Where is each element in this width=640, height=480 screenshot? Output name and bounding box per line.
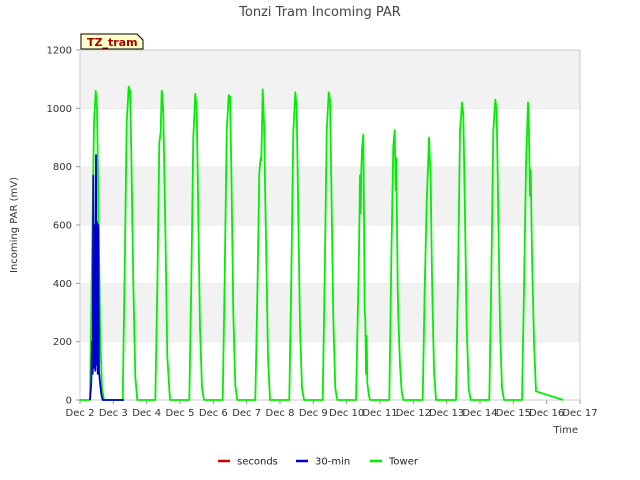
series-lines xyxy=(80,85,564,401)
series-line-30-min xyxy=(89,154,125,401)
site-tag-box xyxy=(80,33,144,50)
legend-label-30-min: 30-min xyxy=(315,457,350,468)
x-tick-label: Dec 12 xyxy=(396,408,431,419)
site-tag: TZ_tram xyxy=(80,33,144,50)
x-tick-label: Dec 15 xyxy=(496,408,531,419)
x-axis-label: Time xyxy=(553,425,578,436)
grid-band xyxy=(80,166,580,225)
y-axis-ticks: 0 200 400 600 800 1000 1200 xyxy=(47,46,80,407)
legend: seconds 30-min Tower xyxy=(218,457,419,468)
x-tick-label: Dec 14 xyxy=(462,408,497,419)
x-tick-label: Dec 4 xyxy=(132,408,161,419)
x-tick-label: Dec 5 xyxy=(166,408,195,419)
x-axis-ticks: Dec 2 Dec 3 Dec 4 Dec 5 Dec 6 Dec 7 Dec 8 Dec 9… xyxy=(66,400,598,419)
grid-band xyxy=(80,283,580,342)
y-tick-label: 200 xyxy=(53,337,72,348)
x-tick-label: Dec 13 xyxy=(429,408,464,419)
y-tick-label: 1000 xyxy=(47,104,72,115)
x-tick-label: Dec 9 xyxy=(299,408,328,419)
y-tick-label: 1200 xyxy=(47,46,72,57)
x-tick-label: Dec 8 xyxy=(266,408,295,419)
x-tick-label: Dec 11 xyxy=(362,408,397,419)
x-tick-label: Dec 7 xyxy=(232,408,261,419)
x-tick-label: Dec 6 xyxy=(199,408,228,419)
legend-label-seconds: seconds xyxy=(237,457,278,468)
x-tick-label: Dec 16 xyxy=(529,408,564,419)
x-tick-label: Dec 17 xyxy=(562,408,597,419)
y-axis-label: Incoming PAR (mV) xyxy=(9,177,20,273)
grid-band xyxy=(80,225,580,284)
series-line-tower xyxy=(80,85,564,401)
y-tick-label: 800 xyxy=(53,162,72,173)
x-tick-label: Dec 2 xyxy=(66,408,95,419)
legend-label-tower: Tower xyxy=(388,457,419,468)
x-tick-label: Dec 3 xyxy=(99,408,128,419)
grid-band xyxy=(80,341,580,400)
y-tick-label: 400 xyxy=(53,279,72,290)
x-tick-label: Dec 10 xyxy=(329,408,364,419)
y-tick-label: 600 xyxy=(53,221,72,232)
chart-title: Tonzi Tram Incoming PAR xyxy=(238,5,401,20)
site-tag-label: TZ_tram xyxy=(87,36,138,49)
y-tick-label: 0 xyxy=(66,396,72,407)
